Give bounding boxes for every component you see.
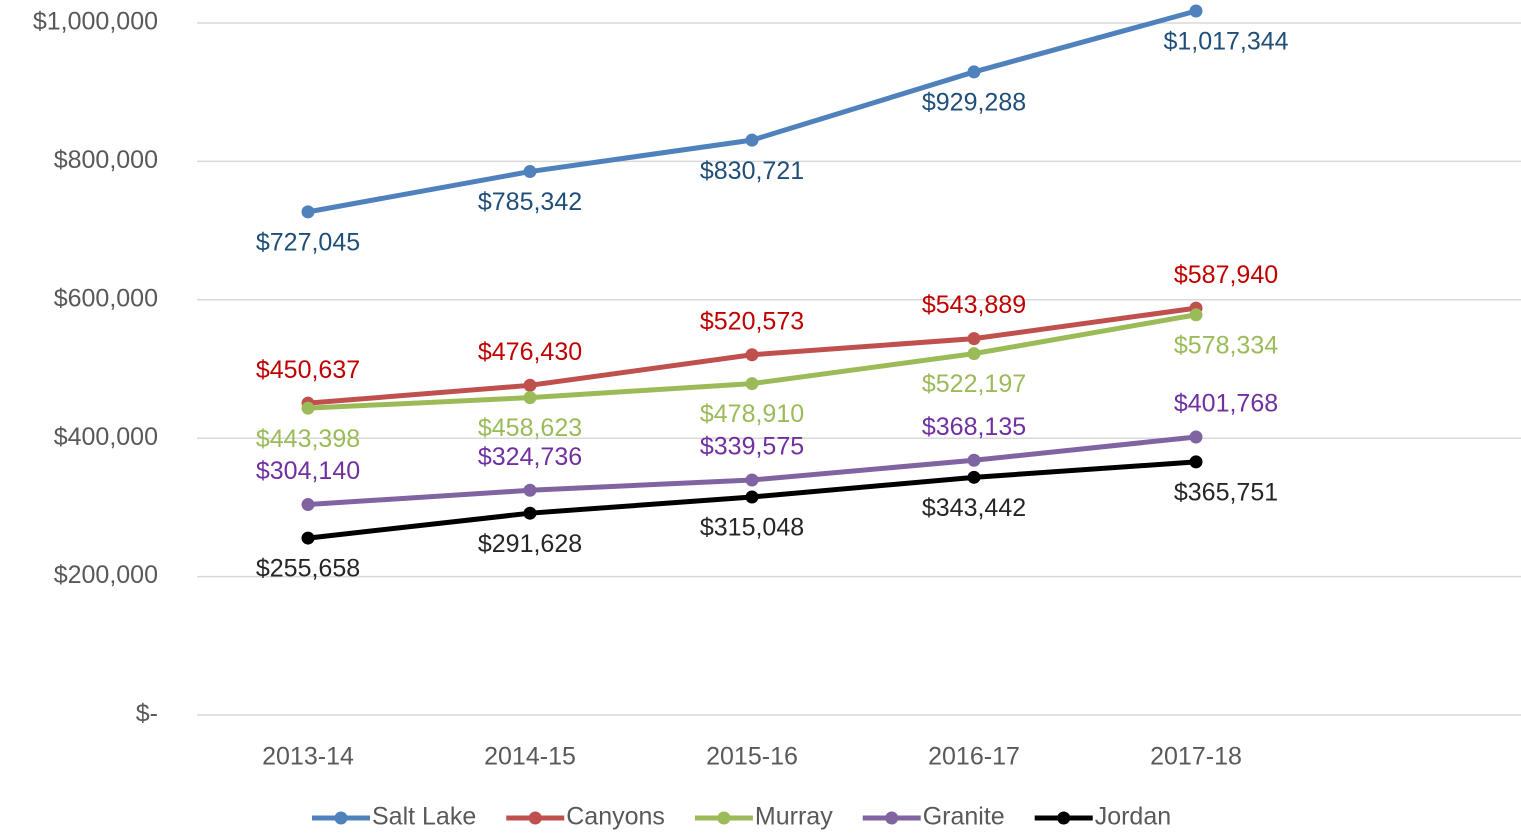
data-point [967,453,981,467]
x-tick-label: 2014-15 [484,743,576,771]
data-point [301,531,315,545]
data-point [523,391,537,405]
data-label: $587,940 [1174,261,1278,289]
data-point [967,470,981,484]
data-point [745,133,759,147]
data-label: $401,768 [1174,390,1278,418]
y-tick-label: $400,000 [54,423,158,451]
legend-label: Jordan [1095,803,1171,831]
data-point [523,483,537,497]
data-label: $443,398 [256,425,360,453]
data-point [1189,308,1203,322]
legend-label: Salt Lake [372,803,476,831]
data-label: $368,135 [922,413,1026,441]
data-point [301,401,315,415]
data-label: $476,430 [478,338,582,366]
x-tick-label: 2017-18 [1150,743,1242,771]
data-label: $255,658 [256,555,360,583]
data-label: $543,889 [922,291,1026,319]
data-point [1189,455,1203,469]
y-tick-label: $200,000 [54,561,158,589]
x-tick-label: 2015-16 [706,743,798,771]
data-label: $478,910 [700,400,804,428]
data-label: $343,442 [922,494,1026,522]
y-tick-label: $800,000 [54,146,158,174]
legend-marker [334,811,348,825]
data-point [745,490,759,504]
legend-marker [1057,811,1071,825]
data-label: $522,197 [922,370,1026,398]
data-point [1189,430,1203,444]
data-label: $304,140 [256,457,360,485]
data-point [745,348,759,362]
data-point [1189,4,1203,18]
data-point [523,378,537,392]
data-point [301,498,315,512]
data-point [523,165,537,179]
y-tick-label: $1,000,000 [33,8,158,36]
data-point [967,65,981,79]
data-point [301,205,315,219]
data-point [745,473,759,487]
data-label: $830,721 [700,157,804,185]
legend-marker [885,811,899,825]
data-label: $458,623 [478,414,582,442]
data-point [523,506,537,520]
legend-marker [717,811,731,825]
data-label: $578,334 [1174,331,1278,359]
y-tick-label: $600,000 [54,284,158,312]
data-label: $365,751 [1174,479,1278,507]
data-label: $929,288 [922,89,1026,117]
x-tick-label: 2013-14 [262,743,354,771]
data-label: $450,637 [256,356,360,384]
legend-label: Granite [923,803,1005,831]
data-label: $727,045 [256,228,360,256]
legend-label: Murray [755,803,833,831]
data-label: $785,342 [478,188,582,216]
data-label: $324,736 [478,443,582,471]
data-label: $339,575 [700,433,804,461]
data-label: $315,048 [700,514,804,542]
data-point [967,332,981,346]
legend-marker [528,811,542,825]
y-tick-label: $- [136,700,158,728]
data-label: $291,628 [478,530,582,558]
data-label: $1,017,344 [1163,28,1288,56]
x-tick-label: 2016-17 [928,743,1020,771]
data-point [967,347,981,361]
legend-label: Canyons [566,803,665,831]
data-label: $520,573 [700,307,804,335]
data-point [745,377,759,391]
